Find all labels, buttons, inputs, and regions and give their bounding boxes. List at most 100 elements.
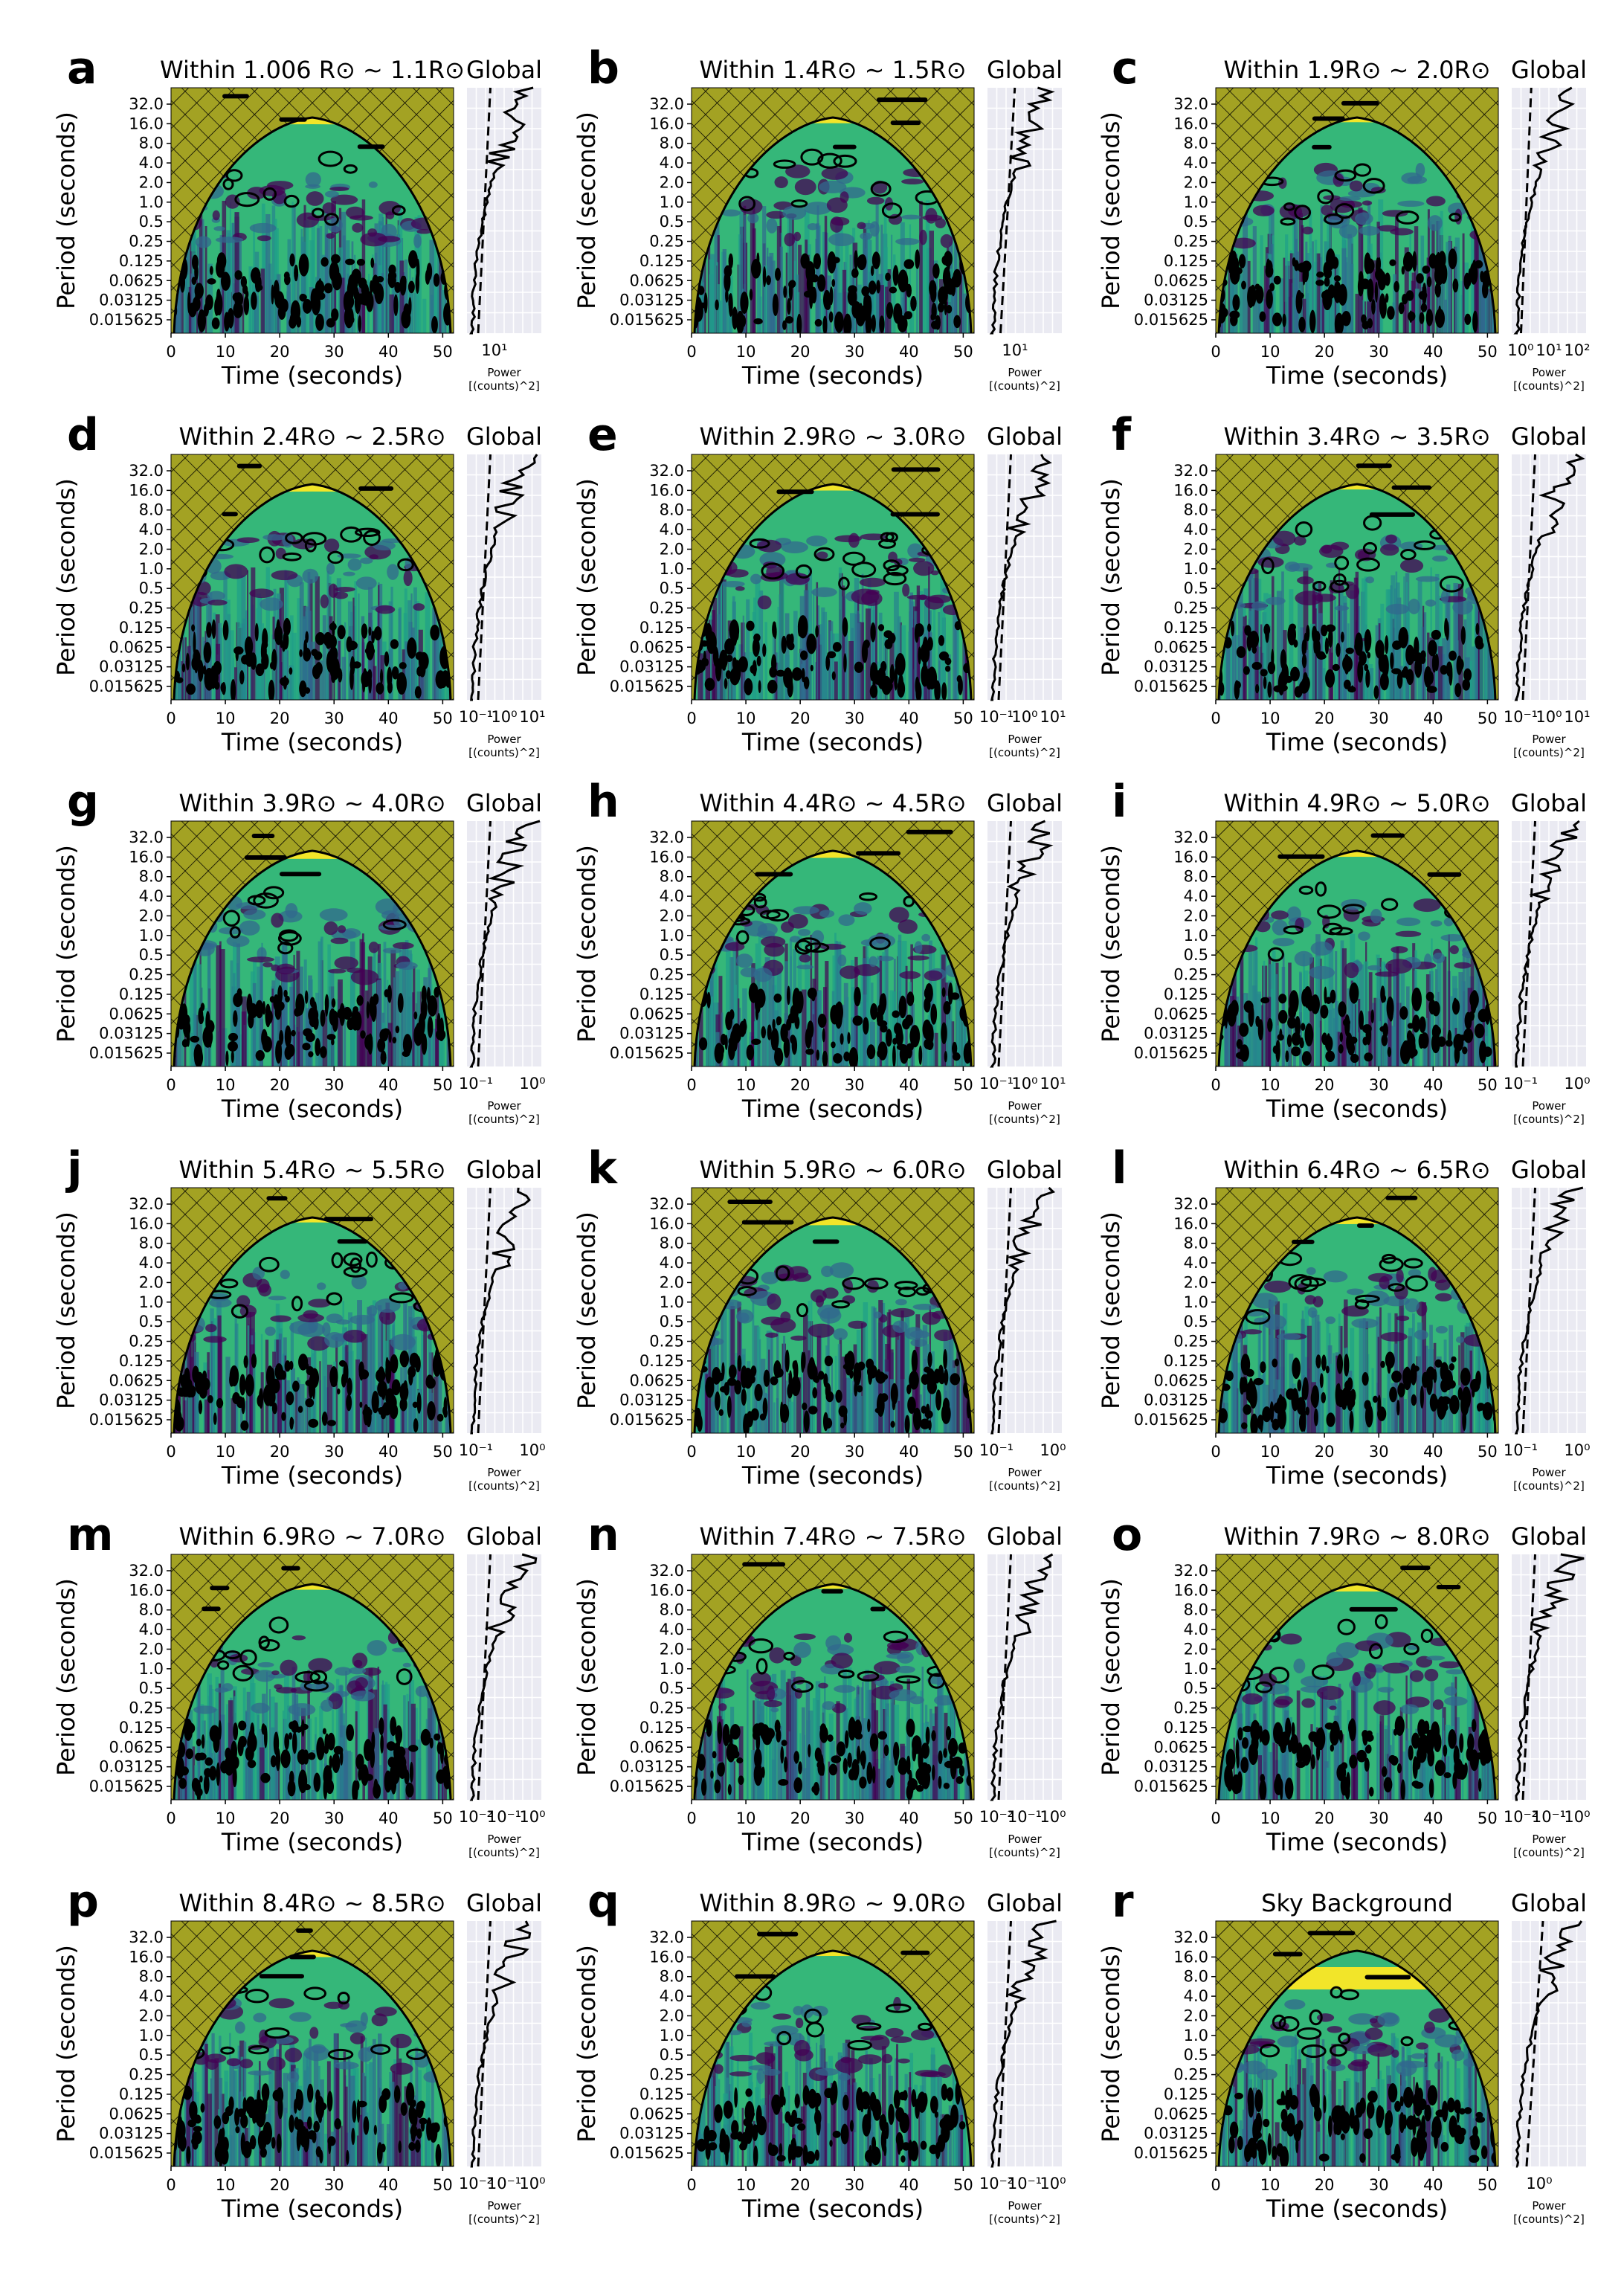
y-tick-label: 4.0 bbox=[660, 887, 684, 905]
noise-streak bbox=[766, 1394, 770, 1433]
y-tick-label: 1.0 bbox=[1184, 193, 1208, 211]
significance-blob bbox=[412, 1401, 419, 1409]
power-blotch bbox=[735, 586, 745, 591]
noise-streak bbox=[213, 612, 216, 700]
noise-streak bbox=[1260, 235, 1263, 333]
noise-streak bbox=[963, 594, 965, 700]
y-tick-label: 0.5 bbox=[139, 579, 164, 597]
noise-streak bbox=[241, 1011, 246, 1066]
x-tick-label: 30 bbox=[324, 1443, 344, 1461]
significance-blob bbox=[831, 279, 836, 287]
global-tick-label: 10⁰ bbox=[1507, 341, 1533, 359]
power-blotch bbox=[1297, 576, 1314, 585]
significance-bar bbox=[266, 1196, 288, 1201]
noise-streak bbox=[1321, 630, 1326, 700]
noise-streak bbox=[274, 219, 277, 333]
significance-blob bbox=[352, 1006, 359, 1014]
significance-blob bbox=[728, 253, 734, 269]
significance-blob bbox=[1255, 683, 1260, 694]
significance-blob bbox=[822, 315, 828, 333]
plot-frame bbox=[170, 454, 454, 701]
noise-streak bbox=[361, 634, 364, 700]
panel-title: Within 2.9R⊙ ∼ 3.0R⊙ bbox=[699, 422, 966, 451]
power-blotch bbox=[1310, 941, 1333, 956]
significance-blob bbox=[1294, 260, 1299, 271]
x-tick-label: 20 bbox=[270, 343, 290, 361]
significance-blob bbox=[275, 1040, 283, 1064]
noise-streak bbox=[1367, 301, 1371, 333]
significance-blob bbox=[1301, 678, 1310, 690]
noise-streak bbox=[332, 1380, 335, 1433]
noise-streak bbox=[1402, 1399, 1407, 1433]
noise-streak bbox=[866, 608, 871, 700]
significance-blob bbox=[894, 668, 898, 691]
noise-streak bbox=[1462, 233, 1465, 333]
significance-blob bbox=[899, 1044, 909, 1064]
noise-streak bbox=[1479, 602, 1484, 700]
noise-streak bbox=[411, 277, 414, 333]
significance-bar bbox=[1356, 463, 1392, 469]
significance-blob bbox=[1382, 1023, 1388, 1038]
noise-streak bbox=[412, 992, 415, 1066]
significance-contour bbox=[794, 939, 813, 955]
significance-blob bbox=[234, 270, 242, 280]
significance-blob bbox=[1422, 282, 1427, 306]
significance-contour bbox=[1294, 205, 1312, 221]
noise-streak bbox=[1430, 221, 1432, 333]
power-blotch bbox=[212, 210, 220, 221]
noise-streak bbox=[190, 606, 194, 700]
significance-blob bbox=[1428, 640, 1437, 657]
power-blotch bbox=[930, 570, 939, 576]
significance-blob bbox=[1295, 289, 1303, 314]
significance-blob bbox=[714, 1043, 724, 1064]
significance-blob bbox=[225, 1050, 229, 1066]
power-blotch bbox=[265, 1326, 276, 1336]
significance-blob bbox=[408, 1368, 413, 1386]
y-tick-label: 2.0 bbox=[660, 1273, 684, 1291]
significance-bar bbox=[357, 144, 385, 149]
significance-blob bbox=[817, 1371, 825, 1380]
significance-blob bbox=[302, 298, 312, 314]
y-tick-label: 4.0 bbox=[1184, 154, 1208, 172]
significance-blob bbox=[776, 669, 786, 677]
significance-blob bbox=[877, 1003, 886, 1014]
power-label: Power bbox=[487, 733, 521, 746]
y-tick-label: 0.015625 bbox=[89, 678, 164, 695]
significance-blob bbox=[1349, 1410, 1354, 1432]
significance-blob bbox=[704, 678, 715, 691]
significance-blob bbox=[788, 1370, 793, 1391]
significance-blob bbox=[876, 1393, 885, 1418]
significance-blob bbox=[870, 1003, 878, 1020]
power-blotch bbox=[901, 214, 921, 220]
significance-blob bbox=[922, 1019, 932, 1040]
power-blotch bbox=[1432, 952, 1446, 964]
y-tick-label: 0.015625 bbox=[1134, 311, 1208, 329]
noise-streak bbox=[872, 599, 877, 700]
power-blotch bbox=[785, 164, 811, 178]
significance-contour bbox=[1356, 557, 1380, 572]
significance-blob bbox=[251, 267, 261, 284]
power-blotch bbox=[840, 965, 860, 979]
y-tick-label: 8.0 bbox=[139, 501, 164, 519]
global-tick-label: 10¹ bbox=[1564, 708, 1590, 726]
significance-blob bbox=[425, 1377, 436, 1389]
significance-contour bbox=[759, 910, 781, 920]
noise-streak bbox=[187, 646, 191, 700]
noise-streak bbox=[419, 663, 425, 700]
noise-streak bbox=[768, 1349, 770, 1433]
noise-streak bbox=[189, 1326, 195, 1433]
significance-blob bbox=[732, 657, 738, 671]
significance-blob bbox=[317, 292, 326, 300]
significance-blob bbox=[844, 1354, 850, 1365]
significance-blob bbox=[1365, 669, 1370, 688]
noise-streak bbox=[300, 237, 305, 333]
plot-frame bbox=[691, 1187, 975, 1434]
power-blotch bbox=[793, 231, 802, 242]
significance-blob bbox=[843, 1410, 848, 1426]
significance-blob bbox=[906, 1046, 912, 1059]
significance-blob bbox=[283, 617, 291, 636]
noise-streak bbox=[800, 1351, 805, 1433]
power-blotch bbox=[1440, 590, 1449, 604]
significance-contour bbox=[863, 1277, 889, 1290]
significance-blob bbox=[1418, 1033, 1425, 1049]
